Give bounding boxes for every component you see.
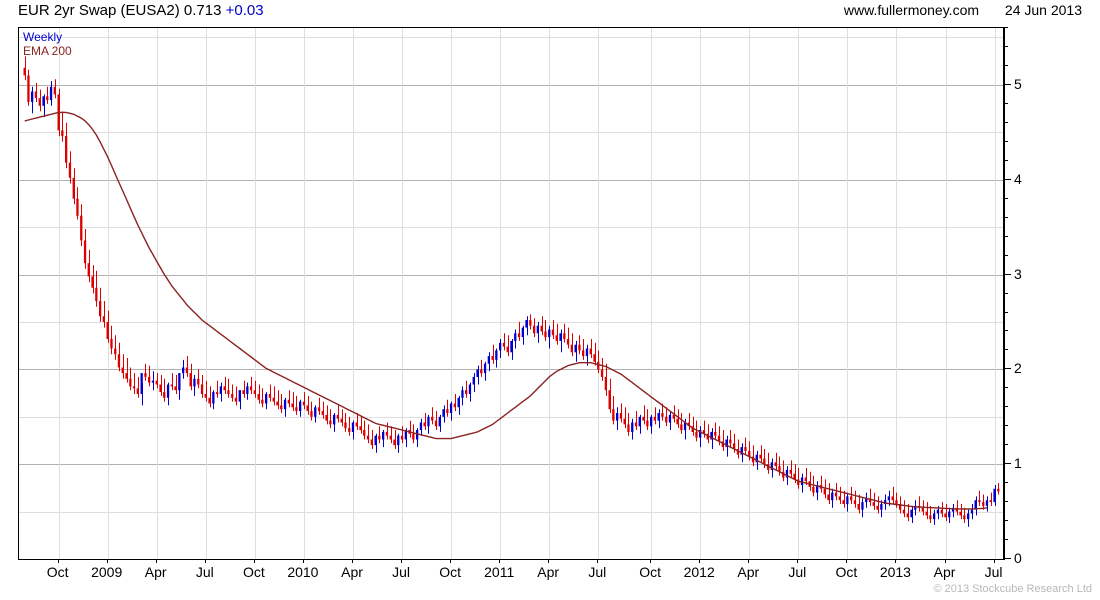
x-tick-label: 2012	[683, 564, 715, 580]
y-tick-mark	[1004, 558, 1011, 559]
x-tick-mark	[748, 559, 749, 563]
x-tick-label: Oct	[639, 564, 661, 580]
x-tick-label: 2010	[287, 564, 319, 580]
x-tick-mark	[499, 559, 500, 563]
y-tick-mark	[1004, 539, 1008, 540]
x-tick-mark	[945, 559, 946, 563]
x-tick-label: 2013	[879, 564, 911, 580]
plot-frame: Weekly EMA 200	[18, 27, 1005, 560]
x-tick-mark	[895, 559, 896, 563]
y-tick-mark	[1004, 292, 1008, 294]
y-tick-mark	[1004, 216, 1008, 218]
y-tick-mark	[1004, 140, 1008, 142]
x-tick-label: Oct	[439, 564, 461, 580]
y-tick-mark	[1004, 102, 1008, 104]
chart-series-layer	[23, 56, 1000, 527]
y-tick-mark	[1004, 520, 1008, 522]
x-tick-mark	[205, 559, 206, 563]
y-tick-mark	[1004, 387, 1008, 389]
y-axis-spine	[1003, 27, 1004, 559]
y-tick-mark	[1004, 83, 1011, 85]
y-axis: 0 1 2 3 4 5	[1004, 27, 1044, 566]
x-tick-mark	[450, 559, 451, 563]
y-tick-mark	[1004, 311, 1008, 313]
x-tick-mark	[156, 559, 157, 563]
price-change-label: +0.03	[221, 2, 264, 19]
y-tick-mark	[1004, 463, 1011, 465]
x-tick-label: Oct	[46, 564, 69, 580]
y-tick-mark	[1004, 159, 1008, 161]
y-tick-mark	[1004, 178, 1011, 180]
y-tick-mark	[1004, 46, 1008, 47]
x-tick-mark	[548, 559, 549, 563]
x-axis: Oct 2009 Apr Jul Oct 2010 Apr Jul Oct 2011 Apr Jul O…	[18, 559, 1003, 581]
x-tick-label: Apr	[144, 564, 167, 580]
y-tick-mark	[1004, 482, 1008, 484]
x-tick-label: Oct	[243, 564, 265, 580]
y-tick-label: 2	[1014, 360, 1022, 377]
x-tick-label: Jul	[788, 564, 807, 580]
x-tick-mark	[650, 559, 651, 563]
y-tick-mark	[1004, 273, 1011, 275]
y-tick-mark	[1004, 197, 1008, 199]
x-tick-label: Jul	[195, 564, 214, 580]
x-tick-label: Jul	[984, 564, 1003, 580]
y-tick-mark	[1004, 254, 1008, 256]
y-tick-mark	[1004, 501, 1008, 503]
x-tick-mark	[401, 559, 402, 563]
instrument-title: EUR 2yr Swap (EUSA2) 0.713 +0.03	[18, 2, 264, 19]
x-tick-label: Oct	[835, 564, 858, 580]
y-tick-label: 0	[1014, 550, 1022, 566]
y-tick-label: 5	[1014, 75, 1022, 92]
x-tick-mark	[846, 559, 847, 563]
chart-header: EUR 2yr Swap (EUSA2) 0.713 +0.03 www.ful…	[0, 0, 1100, 26]
y-tick-label: 3	[1014, 265, 1022, 282]
chart-title: EUR 2yr Swap (EUSA2) 0.713 +0.03	[18, 2, 264, 19]
y-tick-label: 1	[1014, 455, 1022, 472]
y-tick-mark	[1004, 235, 1008, 237]
x-tick-mark	[699, 559, 700, 563]
x-tick-mark	[254, 559, 255, 563]
x-tick-label: Apr	[537, 564, 560, 580]
y-tick-mark	[1004, 444, 1008, 446]
x-tick-label: Apr	[341, 564, 363, 580]
y-tick-mark	[1004, 27, 1008, 28]
x-tick-mark	[58, 559, 59, 563]
y-tick-mark	[1004, 406, 1008, 408]
x-tick-mark	[797, 559, 798, 563]
y-tick-mark	[1004, 368, 1011, 370]
chart-date-label: 24 Jun 2013	[1004, 2, 1082, 18]
x-tick-label: 2009	[91, 564, 123, 580]
y-tick-mark	[1004, 425, 1008, 427]
y-tick-mark	[1004, 121, 1008, 123]
y-tick-mark	[1004, 64, 1008, 66]
header-right-group: www.fullermoney.com 24 Jun 2013	[844, 2, 1082, 18]
x-tick-label: Apr	[933, 564, 956, 580]
x-tick-mark	[597, 559, 598, 563]
y-tick-mark	[1004, 330, 1008, 332]
x-tick-label: Jul	[392, 564, 411, 580]
x-tick-mark	[303, 559, 304, 563]
plot-area	[19, 28, 1004, 559]
y-tick-mark	[1004, 349, 1008, 351]
x-tick-mark	[107, 559, 108, 563]
copyright-notice: © 2013 Stockcube Research Ltd	[933, 583, 1092, 595]
x-tick-label: Jul	[588, 564, 607, 580]
x-tick-mark	[352, 559, 353, 563]
x-tick-mark	[994, 559, 995, 563]
website-label: www.fullermoney.com	[843, 2, 980, 18]
y-tick-label: 4	[1014, 170, 1022, 187]
x-tick-label: Apr	[737, 564, 760, 580]
x-tick-label: 2011	[484, 564, 515, 580]
